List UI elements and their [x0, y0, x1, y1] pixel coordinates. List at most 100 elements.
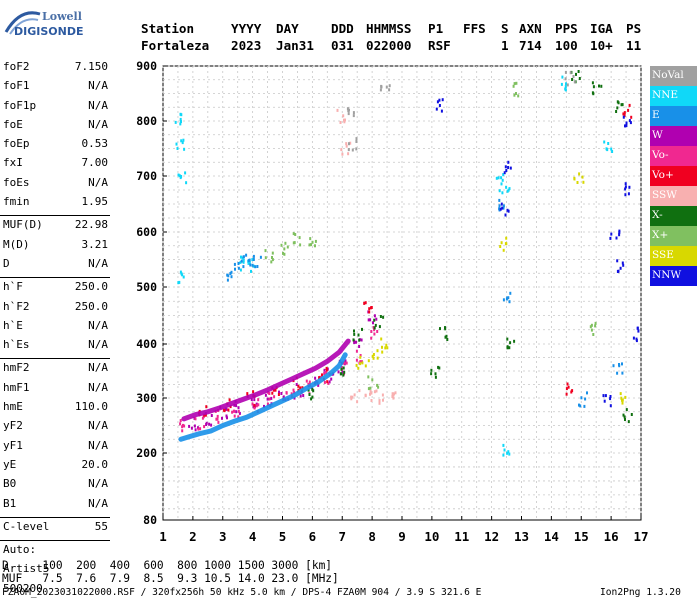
echo-point-w: [225, 407, 228, 411]
echo-point-vo: [229, 405, 232, 409]
echo-point-nne: [610, 147, 613, 151]
echo-point-nnw: [506, 208, 509, 212]
echo-point-nne: [178, 280, 181, 284]
echo-point-w: [369, 318, 372, 322]
echo-point-nne: [178, 174, 181, 178]
echo-point-vo: [194, 417, 197, 421]
echo-point-ssw: [369, 389, 372, 393]
parameter-value: N/A: [88, 477, 108, 491]
echo-point-nne: [502, 453, 505, 457]
echo-point-vo: [203, 425, 206, 429]
echo-point-nnw: [628, 119, 631, 123]
parameter-label: C-level: [3, 519, 50, 533]
echo-point-sse: [386, 346, 389, 350]
echo-point-e: [579, 404, 582, 408]
echo-point-vo: [325, 371, 328, 374]
parameter-row: h`Es N/A: [0, 338, 112, 357]
parameter-label: fxI: [3, 156, 23, 170]
echo-point-x: [378, 325, 381, 329]
legend-item: E: [650, 105, 697, 126]
echo-point-x: [506, 337, 509, 341]
y-tick-label: 800: [136, 114, 157, 128]
echo-point-nnw: [615, 236, 618, 240]
echo-point-x: [600, 84, 603, 88]
echo-point-nne: [179, 122, 182, 126]
echo-point-ssw: [345, 144, 348, 148]
echo-point-sse: [355, 363, 358, 367]
echo-point-nnw: [622, 263, 625, 267]
echo-point-vo: [271, 391, 274, 395]
parameter-row: C-level 55: [0, 520, 112, 539]
echo-point-ssw: [373, 390, 376, 394]
echo-point-noval: [355, 147, 358, 151]
logo-lowell-text: Lowell: [42, 10, 82, 23]
parameter-value: N/A: [88, 419, 108, 433]
trace-w: [181, 338, 351, 422]
echo-point-vo: [373, 328, 376, 332]
echo-point-e: [237, 266, 240, 270]
echo-point-e: [498, 204, 501, 208]
echo-point-vo: [363, 301, 366, 305]
echo-point-nnw: [609, 395, 612, 398]
echo-point-vo: [370, 336, 373, 340]
parameter-value: 250.0: [74, 299, 108, 313]
echo-point-noval: [355, 140, 358, 143]
parameter-value: 7.00: [81, 156, 109, 170]
y-tick-label: 500: [136, 280, 157, 294]
echo-point-nnw: [438, 104, 441, 107]
echo-point-nne: [502, 443, 505, 447]
echo-point-w: [344, 359, 347, 363]
echo-point-e: [256, 265, 259, 268]
echo-point-vo: [246, 392, 249, 396]
echo-point-w: [255, 402, 258, 406]
echo-point-vo: [305, 379, 308, 383]
parameter-label: yE: [3, 457, 17, 471]
echo-point-nne: [498, 189, 501, 193]
echo-point-noval: [380, 85, 383, 89]
echo-point-x: [625, 408, 628, 412]
y-tick-label: 700: [136, 169, 157, 183]
echo-point-x: [594, 324, 597, 328]
auto-artist: Artist5: [3, 562, 50, 576]
legend-item: NNE: [650, 85, 697, 106]
echo-point-nnw: [624, 124, 626, 128]
echo-point-nne: [507, 450, 510, 454]
echo-point-vo: [227, 408, 230, 412]
echo-point-nnw: [619, 266, 622, 270]
echo-point-e: [502, 206, 505, 210]
echo-point-vo: [623, 111, 626, 115]
y-tick-label: 80: [143, 513, 157, 527]
echo-point-nnw: [621, 261, 624, 265]
echo-point-vo: [268, 392, 271, 395]
auto-line: Auto:: [0, 543, 112, 562]
echo-point-x: [622, 413, 625, 417]
echo-point-noval: [348, 142, 350, 146]
echo-point-e: [508, 300, 511, 304]
echo-point-vo: [231, 410, 234, 414]
echo-point-w: [253, 398, 256, 402]
parameter-row: hmE 110.0: [0, 400, 112, 419]
echo-point-x: [371, 378, 374, 382]
echo-point-nnw: [507, 166, 510, 169]
echo-point-nne: [239, 260, 242, 264]
parameter-row: foE N/A: [0, 118, 112, 137]
echo-point-ssw: [364, 394, 367, 398]
echo-point-noval: [379, 88, 382, 92]
echo-point-x: [430, 368, 433, 372]
echo-point-vo: [181, 429, 184, 433]
echo-point-w: [210, 423, 213, 427]
echo-point-noval: [572, 75, 575, 78]
echo-point-x: [515, 92, 517, 95]
parameter-row: foF1 N/A: [0, 79, 112, 98]
echo-point-sse: [620, 396, 623, 400]
echo-point-ssw: [351, 395, 354, 399]
echo-point-w: [235, 410, 238, 414]
echo-point-w: [330, 377, 333, 381]
echo-point-vo: [293, 390, 296, 394]
echo-point-e: [498, 208, 501, 212]
echo-point-nnw: [507, 209, 510, 213]
echo-point-vo: [566, 382, 569, 386]
legend-item: NNW: [650, 265, 697, 286]
echo-point-ssw: [370, 391, 373, 395]
header-label-yyyy: YYYY: [231, 21, 262, 36]
